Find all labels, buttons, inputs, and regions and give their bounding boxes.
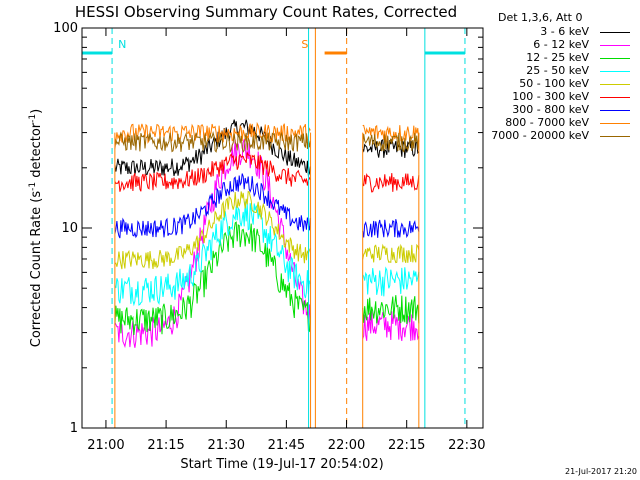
series-line [362,132,420,153]
legend-label: 7000 - 20000 keV [491,129,589,142]
legend-item: 25 - 50 keV [0,65,640,78]
legend-swatch [600,84,630,85]
legend-item: 300 - 800 keV [0,104,640,117]
y-axis-label-part: ) [29,109,44,114]
marker-label: N [118,38,126,51]
legend-label: 3 - 6 keV [540,25,589,38]
legend-swatch [600,71,630,72]
y-axis-label-exponent: -1 [28,182,38,191]
x-tick-label: 22:15 [388,438,425,453]
series-line [362,295,420,324]
y-axis-label-exponent: -1 [28,114,38,123]
marker-label: S [301,38,308,51]
series-line [362,266,420,297]
legend-item: 7000 - 20000 keV [0,130,640,143]
series-line [114,152,311,192]
x-tick-label: 21:15 [147,438,184,453]
legend-item: 50 - 100 keV [0,78,640,91]
legend-item: 6 - 12 keV [0,39,640,52]
legend-item: 800 - 7000 keV [0,117,640,130]
y-tick-label: 10 [61,221,78,236]
x-tick-label: 21:00 [87,438,124,453]
legend-swatch [600,110,630,111]
legend-label: 12 - 25 keV [526,51,589,64]
series-line [114,221,311,336]
legend-swatch [600,32,630,33]
series-line [114,173,311,239]
y-tick-label: 1 [70,421,78,436]
series-line [114,121,311,144]
legend-label: 6 - 12 keV [533,38,589,51]
legend-label: 100 - 300 keV [512,90,589,103]
footer-timestamp: 21-Jul-2017 21:20 [565,467,638,476]
series-line [114,201,311,307]
legend-label: 300 - 800 keV [512,103,589,116]
x-tick-label: 22:00 [328,438,365,453]
legend-header: Det 1,3,6, Att 0 [498,11,583,24]
legend-swatch [600,45,630,46]
x-axis-label: Start Time (19-Jul-17 20:54:02) [180,457,383,472]
legend-swatch [600,97,630,98]
legend-item: 12 - 25 keV [0,52,640,65]
series-line [114,119,311,178]
legend-label: 50 - 100 keV [519,77,589,90]
legend-item: 100 - 300 keV [0,91,640,104]
x-tick-label: 22:30 [448,438,485,453]
chart-title: HESSI Observing Summary Count Rates, Cor… [75,3,457,21]
legend-label: 25 - 50 keV [526,64,589,77]
x-tick-label: 21:45 [268,438,305,453]
series-line [114,190,311,270]
y-axis-label-part: detector [29,122,44,182]
axis-ticks: 21:00 21:15 21:30 21:45 22:00 22:15 22:30 1 10 10… [53,21,485,453]
legend-item: 3 - 6 keV [0,26,640,39]
legend-label: 800 - 7000 keV [505,116,589,129]
plot-data [114,119,420,428]
legend-swatch [600,123,630,124]
y-tick-label: 100 [53,21,78,36]
series-line [362,124,420,143]
series-line [114,130,311,154]
x-tick-label: 21:30 [208,438,245,453]
legend-swatch [600,58,630,59]
legend-swatch [600,136,630,137]
series-line [362,243,420,264]
series-line [362,219,420,239]
y-axis-label: Corrected Count Rate (s-1 detector-1) [28,109,44,347]
y-axis-label-part: Corrected Count Rate (s [29,191,44,348]
series-line [362,172,420,193]
